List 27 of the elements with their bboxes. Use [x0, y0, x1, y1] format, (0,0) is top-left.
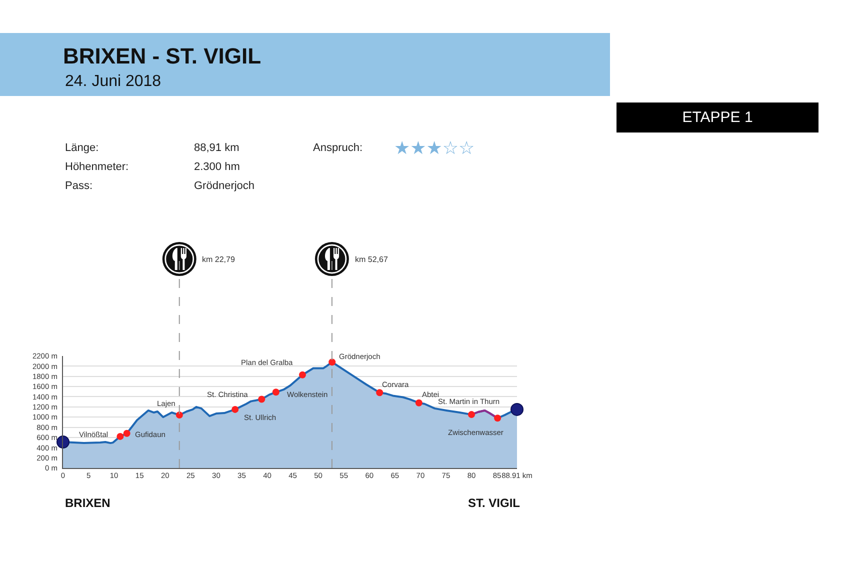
point — [494, 414, 502, 422]
point — [468, 411, 475, 418]
text: Höhenmeter: — [65, 161, 129, 173]
text: Grödnerjoch — [194, 180, 255, 192]
text: Anspruch: — [313, 142, 363, 154]
ref-line-label: km 52,67 — [355, 255, 388, 264]
point — [376, 389, 384, 396]
chart-subtitle: 24. Juni 2018 — [65, 73, 162, 90]
text: 2.300 hm — [194, 161, 240, 173]
text: ETAPPE 1 — [682, 109, 753, 126]
text: ST. VIGIL — [468, 496, 520, 510]
ref-line-label: km 22,79 — [202, 255, 236, 264]
chart-title: BRIXEN - ST. VIGIL — [63, 44, 262, 69]
point — [298, 371, 306, 378]
text: BRIXEN — [65, 496, 110, 510]
point — [415, 399, 422, 406]
point — [116, 432, 124, 440]
text: Länge: — [65, 142, 99, 154]
point — [123, 430, 130, 437]
text: Pass: — [65, 180, 93, 192]
text: ★★★☆☆ — [394, 138, 475, 159]
point — [272, 388, 280, 396]
point — [176, 412, 183, 419]
point — [232, 406, 239, 413]
text: 88,91 km — [194, 142, 240, 154]
point — [328, 358, 336, 366]
point — [258, 396, 266, 403]
